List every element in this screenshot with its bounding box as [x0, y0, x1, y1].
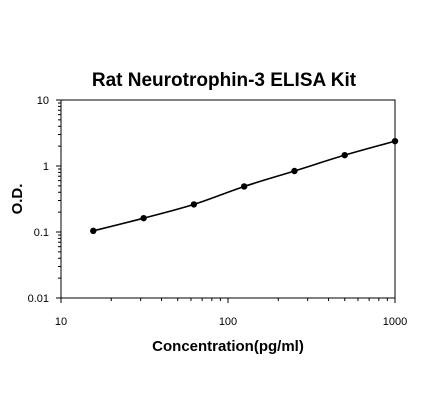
y-tick-label: 0.1: [34, 227, 49, 239]
data-point: [240, 183, 248, 190]
data-point: [190, 201, 198, 208]
plot-frame: [60, 99, 396, 299]
data-points: [90, 137, 399, 235]
data-point: [90, 227, 97, 235]
y-axis-label: O.D.: [9, 184, 26, 215]
y-tick-label: 10: [37, 95, 49, 107]
axis-ticks: [56, 99, 396, 303]
data-point: [140, 214, 147, 222]
y-tick-label: 0.01: [28, 293, 49, 305]
data-point: [341, 151, 348, 159]
x-tick-label: 100: [219, 316, 237, 328]
y-tick-label: 1: [43, 161, 49, 173]
data-point: [391, 137, 399, 145]
data-point: [291, 167, 298, 175]
tick-labels: 10 100 1000 0.01 0.1 1 10: [28, 95, 408, 328]
x-tick-label: 10: [55, 316, 67, 328]
x-tick-label: 1000: [383, 316, 407, 328]
x-axis-label: Concentration(pg/ml): [152, 338, 304, 355]
chart-title: Rat Neurotrophin-3 ELISA Kit: [92, 70, 357, 91]
